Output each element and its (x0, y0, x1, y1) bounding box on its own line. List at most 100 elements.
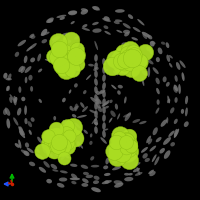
Ellipse shape (15, 143, 20, 148)
Point (64, 60, 67, 63)
Ellipse shape (52, 36, 60, 41)
Point (118, 134, 122, 137)
Ellipse shape (94, 70, 98, 78)
Ellipse shape (47, 151, 53, 157)
Ellipse shape (42, 39, 47, 43)
Ellipse shape (174, 85, 178, 91)
Point (121, 50, 125, 54)
Ellipse shape (24, 118, 28, 124)
Ellipse shape (90, 156, 94, 161)
Point (114, 148, 118, 151)
Ellipse shape (97, 106, 102, 112)
Point (130, 53, 134, 56)
Point (68, 58, 71, 61)
Ellipse shape (142, 32, 150, 38)
Ellipse shape (83, 90, 87, 94)
Ellipse shape (69, 106, 73, 110)
Ellipse shape (94, 54, 98, 62)
Point (126, 139, 129, 143)
Ellipse shape (50, 52, 55, 57)
Ellipse shape (175, 75, 178, 82)
Ellipse shape (42, 147, 46, 153)
Point (73, 51, 76, 55)
Ellipse shape (71, 21, 75, 24)
Ellipse shape (102, 180, 112, 184)
Ellipse shape (90, 97, 98, 104)
Ellipse shape (118, 85, 123, 88)
Ellipse shape (25, 77, 27, 83)
Point (126, 55, 129, 58)
Ellipse shape (149, 146, 156, 151)
Ellipse shape (56, 15, 66, 18)
Point (127, 158, 130, 161)
Point (64, 140, 67, 143)
Point (137, 71, 140, 74)
Ellipse shape (35, 153, 44, 160)
Ellipse shape (80, 102, 85, 108)
Ellipse shape (69, 89, 71, 94)
Ellipse shape (51, 164, 57, 169)
Ellipse shape (41, 29, 47, 36)
Point (124, 56, 127, 59)
Ellipse shape (167, 96, 170, 103)
Ellipse shape (3, 73, 8, 79)
Ellipse shape (102, 106, 106, 114)
Point (124, 139, 128, 142)
Ellipse shape (123, 23, 131, 29)
Point (50, 135, 53, 138)
Ellipse shape (57, 183, 64, 188)
Ellipse shape (93, 180, 99, 184)
Ellipse shape (104, 106, 109, 109)
Point (73, 136, 76, 139)
Ellipse shape (135, 162, 140, 166)
Point (75, 47, 79, 50)
Ellipse shape (142, 78, 144, 86)
Ellipse shape (132, 119, 140, 123)
Ellipse shape (81, 165, 88, 169)
Ellipse shape (103, 129, 108, 131)
Point (61, 65, 64, 68)
Point (58, 60, 62, 63)
Ellipse shape (102, 100, 109, 107)
Ellipse shape (74, 36, 79, 40)
Ellipse shape (152, 154, 157, 162)
Ellipse shape (25, 142, 29, 148)
Ellipse shape (86, 175, 93, 178)
Ellipse shape (109, 100, 113, 103)
Ellipse shape (36, 149, 40, 153)
Ellipse shape (88, 64, 94, 66)
Point (129, 67, 132, 70)
Ellipse shape (29, 43, 37, 49)
Point (56, 135, 60, 138)
Ellipse shape (124, 173, 129, 176)
Point (54, 144, 57, 147)
Ellipse shape (136, 167, 140, 175)
Ellipse shape (57, 137, 60, 146)
Ellipse shape (146, 47, 151, 51)
Ellipse shape (86, 75, 91, 80)
Point (126, 145, 129, 148)
Ellipse shape (153, 67, 159, 74)
Ellipse shape (96, 102, 101, 109)
Ellipse shape (17, 108, 21, 116)
Ellipse shape (31, 35, 35, 39)
Point (53, 140, 56, 143)
Ellipse shape (29, 162, 35, 166)
Point (76, 62, 79, 66)
Point (133, 57, 136, 60)
Point (121, 140, 124, 143)
Ellipse shape (94, 126, 98, 134)
Ellipse shape (92, 22, 99, 25)
Ellipse shape (114, 183, 123, 188)
Ellipse shape (82, 24, 87, 28)
Ellipse shape (148, 170, 154, 174)
Point (123, 61, 126, 64)
Ellipse shape (46, 17, 54, 23)
Ellipse shape (104, 31, 111, 35)
Ellipse shape (133, 168, 140, 172)
Ellipse shape (72, 106, 79, 111)
Ellipse shape (18, 126, 25, 135)
Point (125, 147, 128, 150)
Ellipse shape (94, 86, 98, 94)
Ellipse shape (113, 71, 118, 75)
